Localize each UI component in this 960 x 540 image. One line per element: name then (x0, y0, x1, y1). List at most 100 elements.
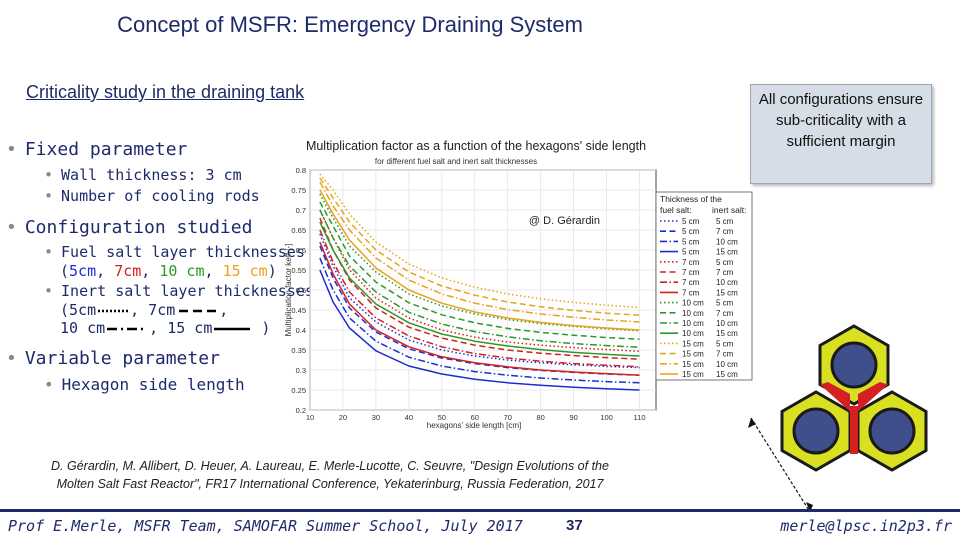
bullet-fixed-parameter: • Fixed parameter (6, 139, 188, 160)
series-line (319, 233, 640, 369)
reference-line-2: Molten Salt Fast Reactor", FR17 Internat… (56, 477, 604, 491)
bullet-config-studied: • Configuration studied (6, 217, 253, 238)
chart-title: Multiplication factor as a function of t… (306, 139, 646, 153)
footer-email: merle@lpsc.in2p3.fr (780, 517, 952, 535)
series-line (319, 209, 640, 352)
y-tick-label: 0.65 (291, 226, 306, 235)
legend-inert-label: 7 cm (716, 350, 734, 359)
x-tick-labels: 10 20 30 40 50 60 70 80 90 100 110 (306, 413, 646, 422)
fuel-5: 5cm (69, 262, 97, 280)
y-tick-label: 0.45 (291, 306, 306, 315)
x-axis-label: hexagons' side length [cm] (427, 421, 521, 430)
x-tick-label: 40 (405, 413, 413, 422)
x-tick-label: 110 (634, 413, 646, 422)
y-tick-label: 0.5 (296, 286, 306, 295)
legend-col1: fuel salt: (660, 205, 692, 215)
dashed-line-icon (179, 309, 218, 313)
series-line (319, 269, 640, 391)
x-tick-label: 50 (438, 413, 446, 422)
y-tick-label: 0.3 (296, 366, 306, 375)
marker-arrowhead-icon (806, 502, 813, 512)
legend-fuel-label: 15 cm (682, 360, 704, 369)
inert-5: (5cm (60, 301, 97, 319)
side-length-marker (750, 417, 811, 513)
legend-fuel-label: 5 cm (682, 227, 700, 236)
y-tick-label: 0.2 (296, 406, 306, 415)
series-line (319, 217, 640, 360)
fixed-parameter-label: Fixed parameter (24, 139, 188, 160)
series-line (319, 241, 640, 376)
x-tick-label: 20 (339, 413, 347, 422)
solid-line-icon (214, 327, 251, 331)
footer-author: Prof E.Merle, MSFR Team, SAMOFAR Summer … (8, 517, 523, 535)
legend-inert-label: 10 cm (716, 278, 738, 287)
y-tick-label: 0.7 (296, 206, 306, 215)
legend-fuel-label: 7 cm (682, 278, 700, 287)
inert-salt-label: Inert salt layer thicknesses (61, 282, 314, 300)
legend-inert-label: 15 cm (716, 288, 738, 297)
wall-thickness-label: Wall thickness: 3 cm (61, 166, 242, 184)
y-tick-label: 0.75 (291, 186, 306, 195)
y-tick-labels: 0.2 0.25 0.3 0.35 0.4 0.45 0.5 0.55 0.6 0.65 0.7 0.… (291, 166, 306, 415)
hexagon-side-label: Hexagon side length (61, 375, 245, 394)
inert-15: 15 cm (167, 319, 213, 337)
legend-inert-label: 7 cm (716, 227, 734, 236)
x-tick-label: 30 (372, 413, 380, 422)
legend-inert-label: 10 cm (716, 360, 738, 369)
legend-fuel-label: 10 cm (682, 309, 704, 318)
fuel-7: 7cm (114, 262, 142, 280)
legend-inert-label: 10 cm (716, 319, 738, 328)
legend-fuel-label: 15 cm (682, 339, 704, 348)
legend-fuel-label: 5 cm (682, 248, 700, 257)
series-lines (319, 173, 640, 391)
x-tick-label: 10 (306, 413, 314, 422)
fuel-core-left (792, 407, 840, 455)
legend-fuel-label: 5 cm (682, 237, 700, 246)
x-tick-label: 100 (600, 413, 613, 422)
reference-line-1: D. Gérardin, M. Allibert, D. Heuer, A. L… (51, 459, 609, 473)
legend-inert-label: 10 cm (716, 237, 738, 246)
inert-7: , 7cm (130, 301, 176, 319)
legend-inert-label: 15 cm (716, 370, 738, 379)
bullet-wall-thickness: • Wall thickness: 3 cm (44, 166, 242, 184)
y-tick-label: 0.25 (291, 386, 306, 395)
fuel-15: 15 cm (222, 262, 268, 280)
chart-annotation: @ D. Gérardin (529, 215, 600, 227)
series-line (319, 229, 640, 368)
dashdot-line-icon (107, 327, 148, 331)
red-gap-left (820, 382, 850, 412)
series-line (319, 257, 640, 384)
legend-fuel-label: 7 cm (682, 288, 700, 297)
legend-fuel-label: 7 cm (682, 258, 700, 267)
legend-fuel-label: 5 cm (682, 217, 700, 226)
chart-grid (309, 169, 656, 411)
config-studied-label: Configuration studied (24, 217, 253, 238)
legend-inert-label: 15 cm (716, 248, 738, 257)
legend-fuel-label: 15 cm (682, 350, 704, 359)
reference-citation: D. Gérardin, M. Allibert, D. Heuer, A. L… (30, 457, 630, 493)
hexagon-assembly (748, 324, 928, 513)
fuel-salt-label: Fuel salt layer thicknesses (61, 243, 305, 261)
legend-fuel-label: 7 cm (682, 268, 700, 277)
legend-inert-label: 15 cm (716, 329, 738, 338)
legend-fuel-label: 10 cm (682, 329, 704, 338)
y-tick-label: 0.4 (296, 326, 306, 335)
y-tick-label: 0.35 (291, 346, 306, 355)
bullet-cooling-rods: • Number of cooling rods (44, 187, 260, 205)
bullet-hexagon-side: • Hexagon side length (44, 375, 245, 394)
inert-salt-values-1: (5cm, 7cm, (60, 301, 229, 319)
red-gap-center (850, 406, 858, 454)
cooling-rods-label: Number of cooling rods (61, 187, 260, 205)
legend-inert-label: 5 cm (716, 217, 734, 226)
variable-parameter-label: Variable parameter (24, 348, 220, 369)
legend-inert-label: 5 cm (716, 258, 734, 267)
legend-items: 5 cm 5 cm5 cm 7 cm5 cm 10 cm5 cm 15 cm7 cm 5 … (660, 217, 738, 379)
slide-title: Concept of MSFR: Emergency Draining Syst… (117, 12, 583, 37)
fuel-10: 10 cm (159, 262, 205, 280)
y-tick-label: 0.6 (296, 246, 306, 255)
legend-fuel-label: 10 cm (682, 319, 704, 328)
x-tick-label: 70 (504, 413, 512, 422)
dotted-line-icon (98, 309, 129, 313)
legend-col2: inert salt: (712, 205, 747, 215)
fuel-salt-values: (5cm, 7cm, 10 cm, 15 cm) (60, 262, 277, 280)
